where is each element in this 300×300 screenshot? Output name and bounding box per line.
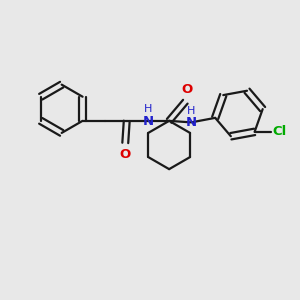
- Text: N: N: [142, 115, 154, 128]
- Text: O: O: [120, 148, 131, 161]
- Text: O: O: [181, 83, 192, 96]
- Text: H: H: [144, 104, 152, 114]
- Text: Cl: Cl: [272, 125, 286, 138]
- Text: N: N: [185, 116, 197, 129]
- Text: H: H: [187, 106, 195, 116]
